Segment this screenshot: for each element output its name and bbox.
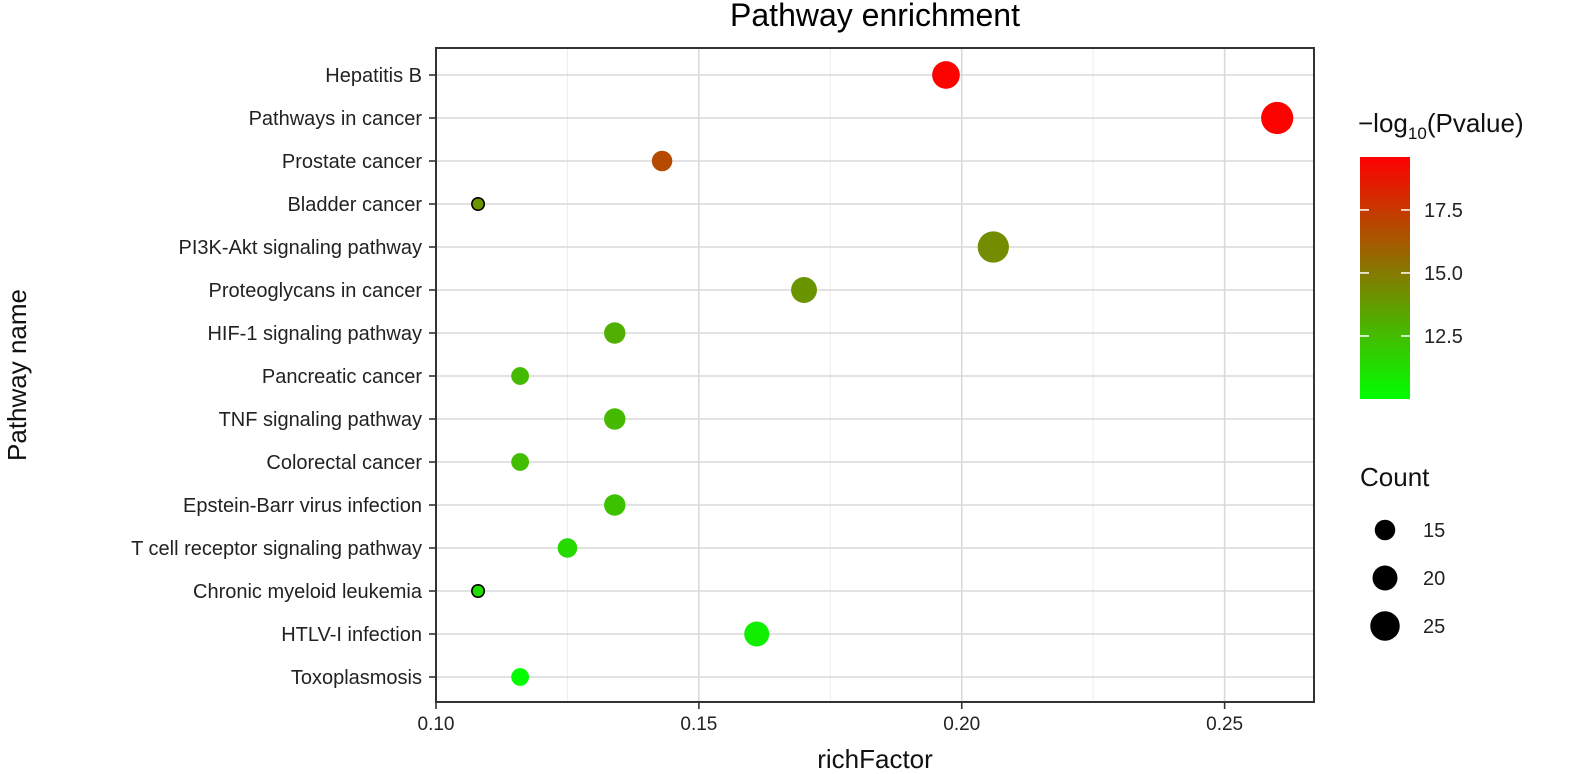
x-tick-label: 0.15 bbox=[680, 714, 717, 735]
data-point bbox=[604, 322, 626, 344]
color-legend-title: −log10(Pvalue) bbox=[1358, 108, 1524, 143]
color-legend-title-suffix: (Pvalue) bbox=[1427, 108, 1524, 138]
color-legend-title-subscript: 10 bbox=[1408, 124, 1427, 143]
data-point bbox=[977, 231, 1009, 263]
x-axis-title: richFactor bbox=[817, 744, 933, 774]
data-point bbox=[511, 453, 530, 471]
y-tick-label: TNF signaling pathway bbox=[219, 409, 422, 431]
size-legend-label: 20 bbox=[1423, 568, 1445, 590]
plot-border bbox=[435, 47, 1315, 703]
y-tick-label: HIF-1 signaling pathway bbox=[207, 323, 422, 345]
data-point bbox=[557, 538, 578, 558]
y-tick-label: Hepatitis B bbox=[325, 65, 422, 87]
y-tick-label: Epstein-Barr virus infection bbox=[183, 495, 422, 517]
size-legend-circle bbox=[1370, 611, 1400, 641]
size-legend-circle bbox=[1372, 565, 1398, 591]
grid-lines bbox=[435, 48, 1314, 702]
plot-panel bbox=[436, 48, 1314, 702]
y-tick-label: Pancreatic cancer bbox=[262, 366, 422, 388]
data-point bbox=[932, 61, 960, 89]
data-point bbox=[471, 583, 486, 598]
data-point bbox=[604, 494, 626, 516]
data-point bbox=[511, 367, 530, 385]
data-point bbox=[604, 408, 626, 430]
y-tick-label: Toxoplasmosis bbox=[291, 667, 422, 689]
data-points bbox=[471, 61, 1294, 686]
color-tick-label: 17.5 bbox=[1424, 200, 1463, 222]
color-legend-ticks: 12.5 15.0 17.5 bbox=[1360, 200, 1463, 348]
data-point bbox=[651, 150, 673, 172]
x-axis-ticks: 0.10 0.15 0.20 0.25 bbox=[418, 702, 1243, 735]
y-tick-label: HTLV-I infection bbox=[281, 624, 422, 646]
y-tick-label: Proteoglycans in cancer bbox=[209, 280, 423, 302]
y-tick-label: Pathways in cancer bbox=[249, 108, 423, 130]
chart-title: Pathway enrichment bbox=[730, 0, 1020, 33]
color-bar bbox=[1360, 157, 1410, 399]
y-axis-title: Pathway name bbox=[2, 289, 32, 461]
y-tick-label: Chronic myeloid leukemia bbox=[193, 581, 423, 603]
size-legend-circle bbox=[1374, 519, 1396, 541]
data-point bbox=[511, 668, 530, 686]
data-point bbox=[791, 277, 817, 303]
size-legend-label: 15 bbox=[1423, 520, 1445, 542]
size-legend-title: Count bbox=[1360, 462, 1430, 492]
y-tick-label: Bladder cancer bbox=[287, 194, 422, 216]
y-tick-label: PI3K-Akt signaling pathway bbox=[179, 237, 422, 259]
x-tick-label: 0.10 bbox=[418, 714, 455, 735]
y-axis-ticks: Hepatitis B Pathways in cancer Prostate ca… bbox=[131, 65, 436, 689]
data-point bbox=[1261, 101, 1294, 135]
size-legend-label: 25 bbox=[1423, 616, 1445, 638]
color-tick-label: 12.5 bbox=[1424, 326, 1463, 348]
x-tick-label: 0.20 bbox=[943, 714, 980, 735]
size-legend-items: 15 20 25 bbox=[1370, 519, 1445, 641]
y-tick-label: Prostate cancer bbox=[282, 151, 422, 173]
data-point bbox=[744, 621, 770, 647]
data-point bbox=[471, 197, 486, 212]
color-legend-title-prefix: −log bbox=[1358, 108, 1408, 138]
x-tick-label: 0.25 bbox=[1206, 714, 1243, 735]
y-tick-label: Colorectal cancer bbox=[266, 452, 422, 474]
color-tick-label: 15.0 bbox=[1424, 263, 1463, 285]
y-tick-label: T cell receptor signaling pathway bbox=[131, 538, 422, 560]
